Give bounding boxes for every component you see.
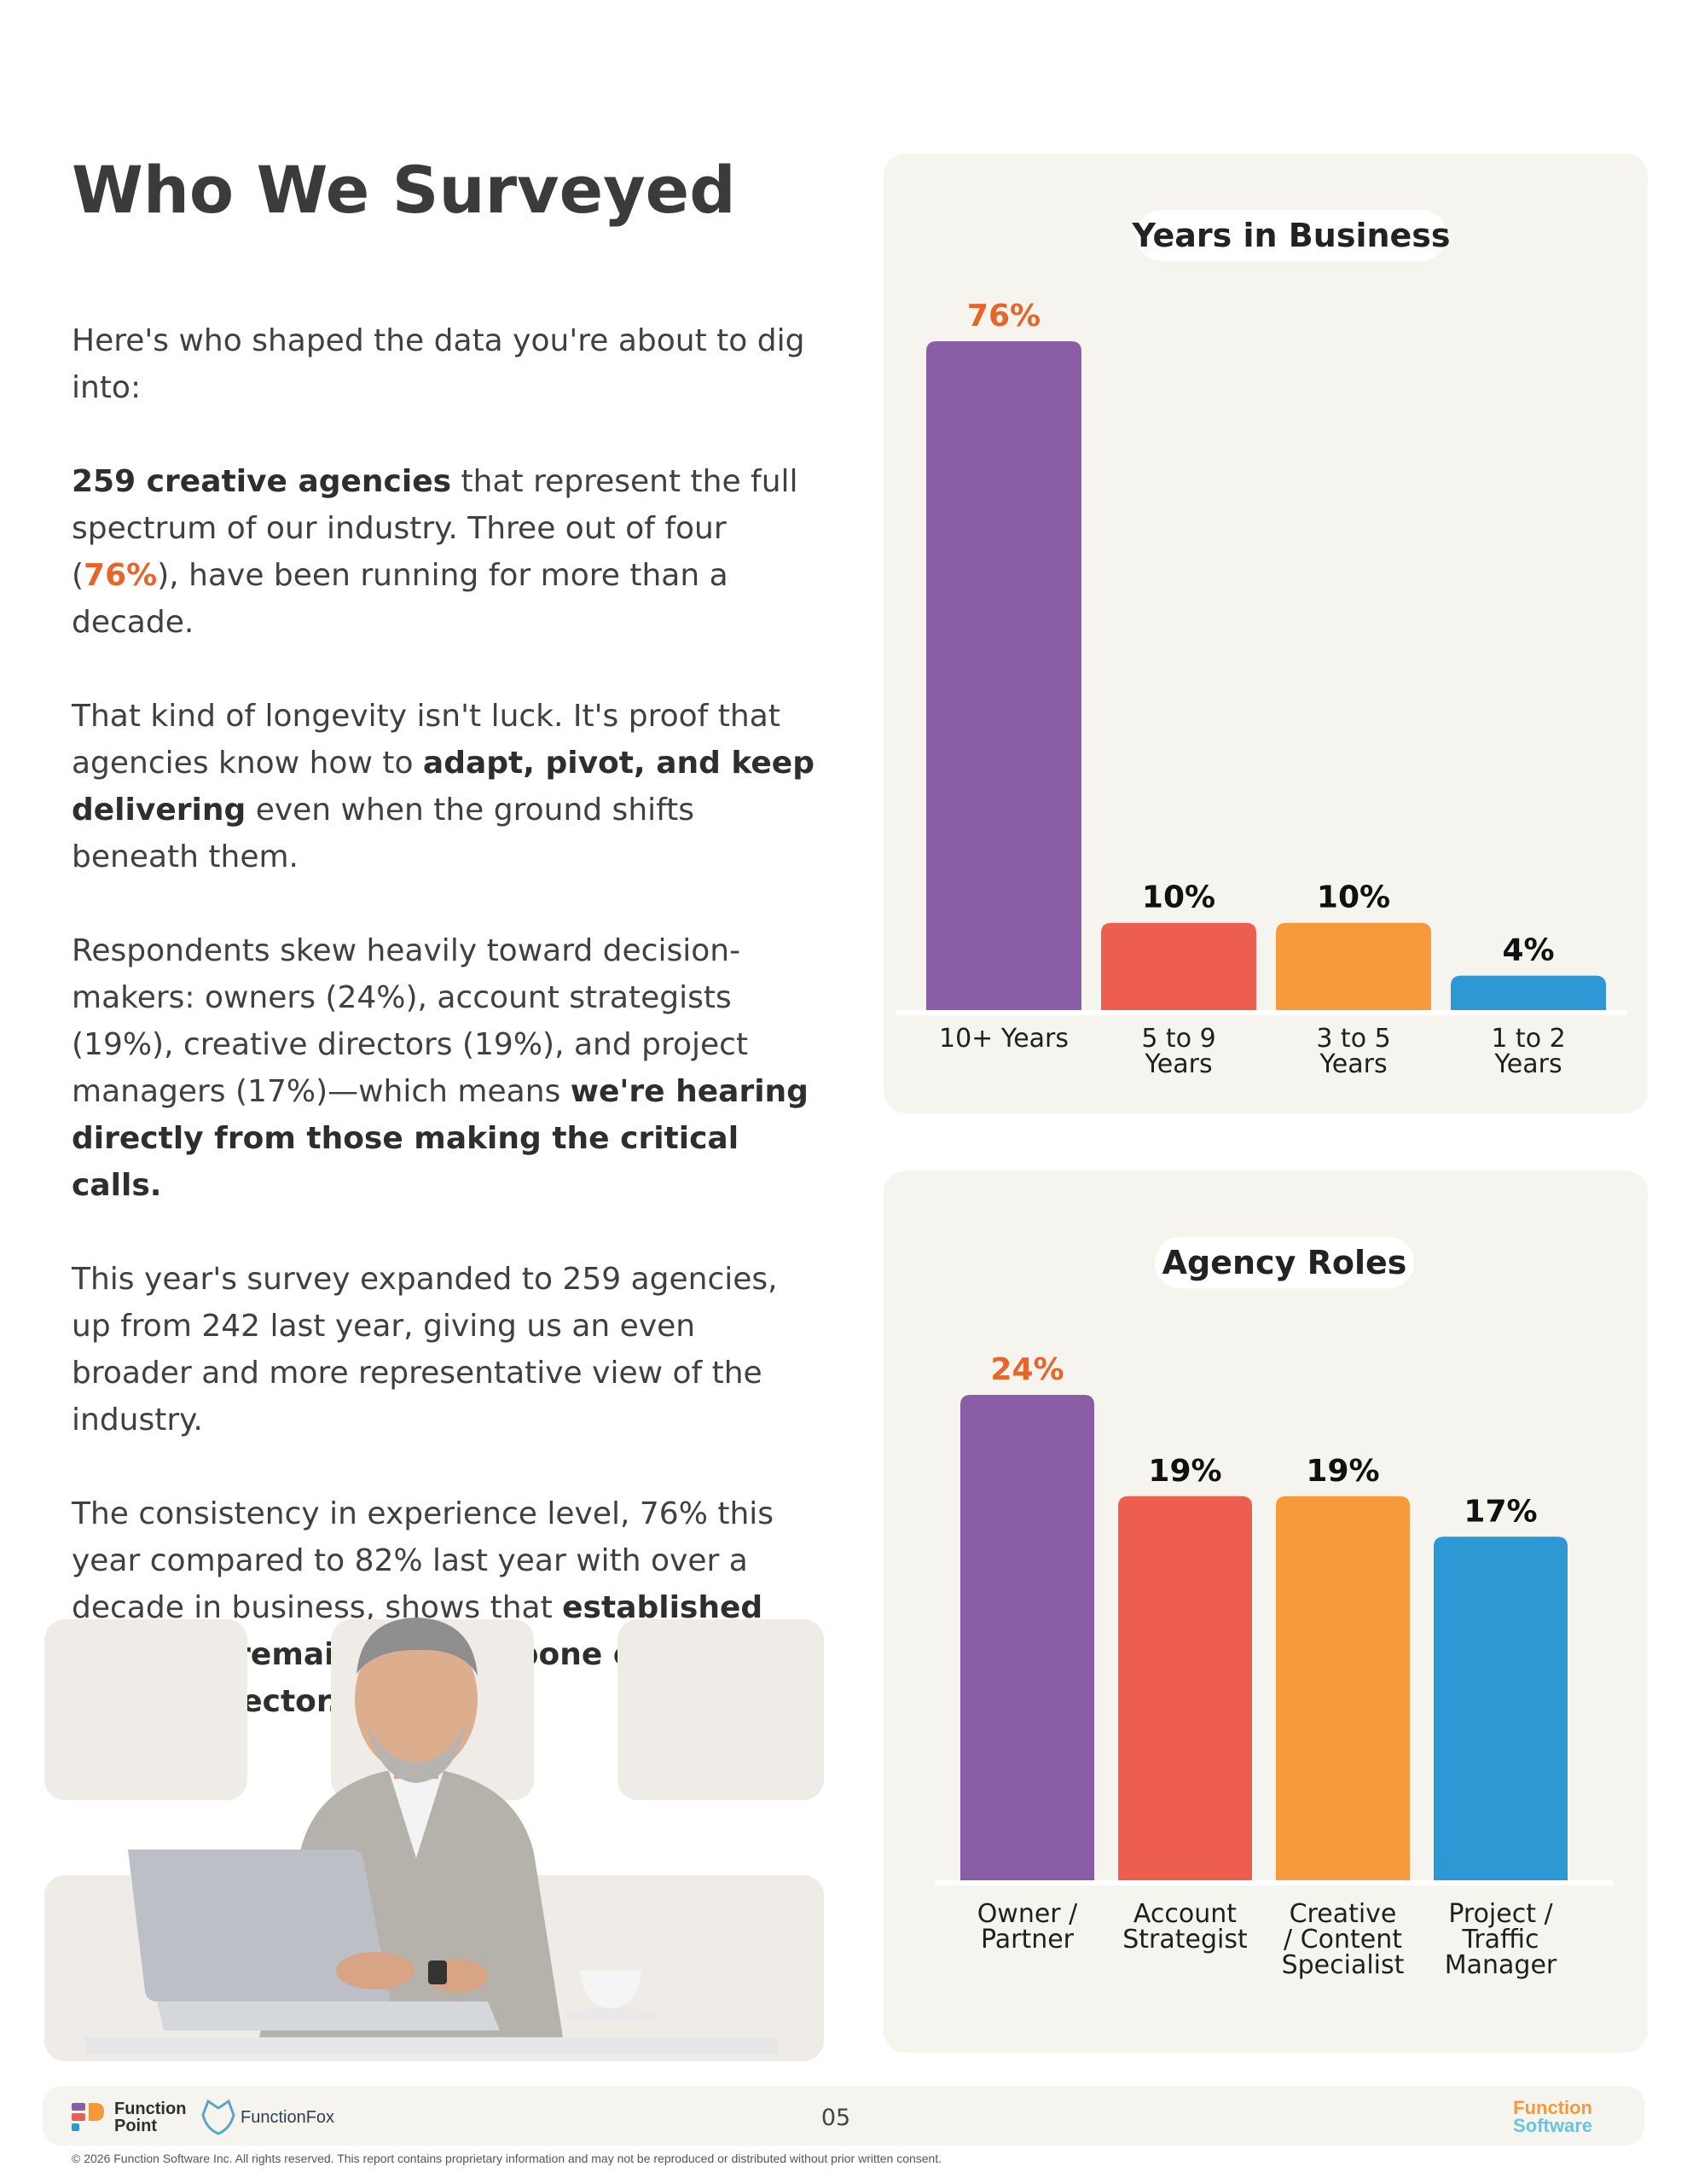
page-title: Who We Surveyed: [72, 152, 736, 228]
data-label-creative-content-specialist: 19%: [1306, 1454, 1379, 1489]
body-paragraph: This year's survey expanded to 259 agenc…: [72, 1256, 822, 1443]
footer-bar: Function Point FunctionFox 05 Function S…: [43, 2086, 1644, 2146]
text-run: that represent the full spectrum of our …: [72, 464, 798, 593]
data-label-3-to-5-years: 10%: [1317, 880, 1390, 915]
data-label-account-strategist: 19%: [1148, 1454, 1221, 1489]
svg-text:FunctionFox: FunctionFox: [241, 2108, 334, 2127]
body-paragraph: 259 creative agencies that represent the…: [72, 458, 822, 646]
data-label-owner-partner: 24%: [990, 1352, 1064, 1387]
chart-title-pill: [1136, 210, 1446, 261]
text-run: That kind of longevity isn't luck. It's …: [72, 699, 780, 781]
bar-1-to-2-years: [1451, 975, 1606, 1011]
chart-title: Agency Roles: [1162, 1244, 1407, 1281]
svg-text:Function: Function: [1513, 2097, 1592, 2118]
text-run: Here's who shaped the data you're about …: [72, 323, 805, 405]
text-run: even when the ground shifts beneath them…: [72, 793, 695, 874]
bold-phrase: we're hearing directly from those making…: [72, 1074, 809, 1203]
years-in-business-card: Years in Business 76% 10+ Years 10% 5 to 9 Ye…: [884, 154, 1648, 1113]
bar-creative-content-specialist: [1276, 1496, 1410, 1881]
bold-phrase: adapt, pivot, and keep delivering: [72, 746, 815, 828]
bar-10-years: [926, 341, 1081, 1011]
chart-title-pill: [1155, 1237, 1414, 1288]
category-label-owner-partner: Owner / Partner: [977, 1899, 1078, 1955]
agency-roles-chart: Agency Roles 24% Owner / Partner 19% Account S…: [935, 1237, 1614, 1980]
copyright-notice: © 2026 Function Software Inc. All rights…: [72, 2152, 942, 2165]
functionfox-logo: FunctionFox: [201, 2099, 334, 2135]
body-paragraph: That kind of longevity isn't luck. It's …: [72, 693, 822, 880]
body-paragraph: Here's who shaped the data you're about …: [72, 317, 822, 411]
highlight-value: 76%: [84, 558, 158, 593]
businessman-illustration: [44, 1618, 824, 2061]
chart-title: Years in Business: [1131, 217, 1450, 254]
bar-3-to-5-years: [1276, 922, 1431, 1011]
years-in-business-chart: Years in Business 76% 10+ Years 10% 5 to 9 Ye…: [896, 210, 1627, 1079]
function-software-logo: Function Software: [1513, 2097, 1592, 2136]
text-run: This year's survey expanded to 259 agenc…: [72, 1262, 778, 1438]
svg-text:Software: Software: [1513, 2115, 1592, 2136]
category-label-project-traffic-manager: Project / Traffic Manager: [1445, 1899, 1557, 1980]
data-label-5-to-9-years: 10%: [1142, 880, 1215, 915]
category-label-5-to-9-years: 5 to 9 Years: [1141, 1024, 1215, 1079]
data-label-project-traffic-manager: 17%: [1464, 1494, 1537, 1529]
text-run: Respondents skew heavily toward decision…: [72, 933, 749, 1109]
page-number: 05: [821, 2105, 850, 2131]
data-label-1-to-2-years: 4%: [1502, 933, 1554, 968]
bar-owner-partner: [960, 1395, 1094, 1881]
agency-roles-card: Agency Roles 24% Owner / Partner 19% Account S…: [884, 1170, 1648, 2053]
bar-project-traffic-manager: [1434, 1536, 1568, 1881]
category-label-1-to-2-years: 1 to 2 Years: [1491, 1024, 1565, 1079]
bar-account-strategist: [1118, 1496, 1252, 1881]
body-paragraph: Respondents skew heavily toward decision…: [72, 927, 822, 1209]
businessman-photo: [44, 1570, 824, 2061]
svg-text:Point: Point: [114, 2117, 157, 2135]
intro-text: Here's who shaped the data you're about …: [72, 317, 822, 1772]
text-run: ), have been running for more than a dec…: [72, 558, 728, 640]
category-label-account-strategist: Account Strategist: [1122, 1899, 1248, 1955]
svg-text:Function: Function: [114, 2100, 186, 2118]
category-label-creative-content-specialist: Creative / Content Specialist: [1282, 1899, 1405, 1980]
function-point-logo: Function Point: [72, 2100, 186, 2135]
bold-phrase: 259 creative agencies: [72, 464, 452, 499]
data-label-10-years: 76%: [967, 299, 1041, 334]
bar-5-to-9-years: [1101, 922, 1256, 1011]
category-label-3-to-5-years: 3 to 5 Years: [1316, 1024, 1390, 1079]
category-label-10-years: 10+ Years: [939, 1024, 1069, 1054]
